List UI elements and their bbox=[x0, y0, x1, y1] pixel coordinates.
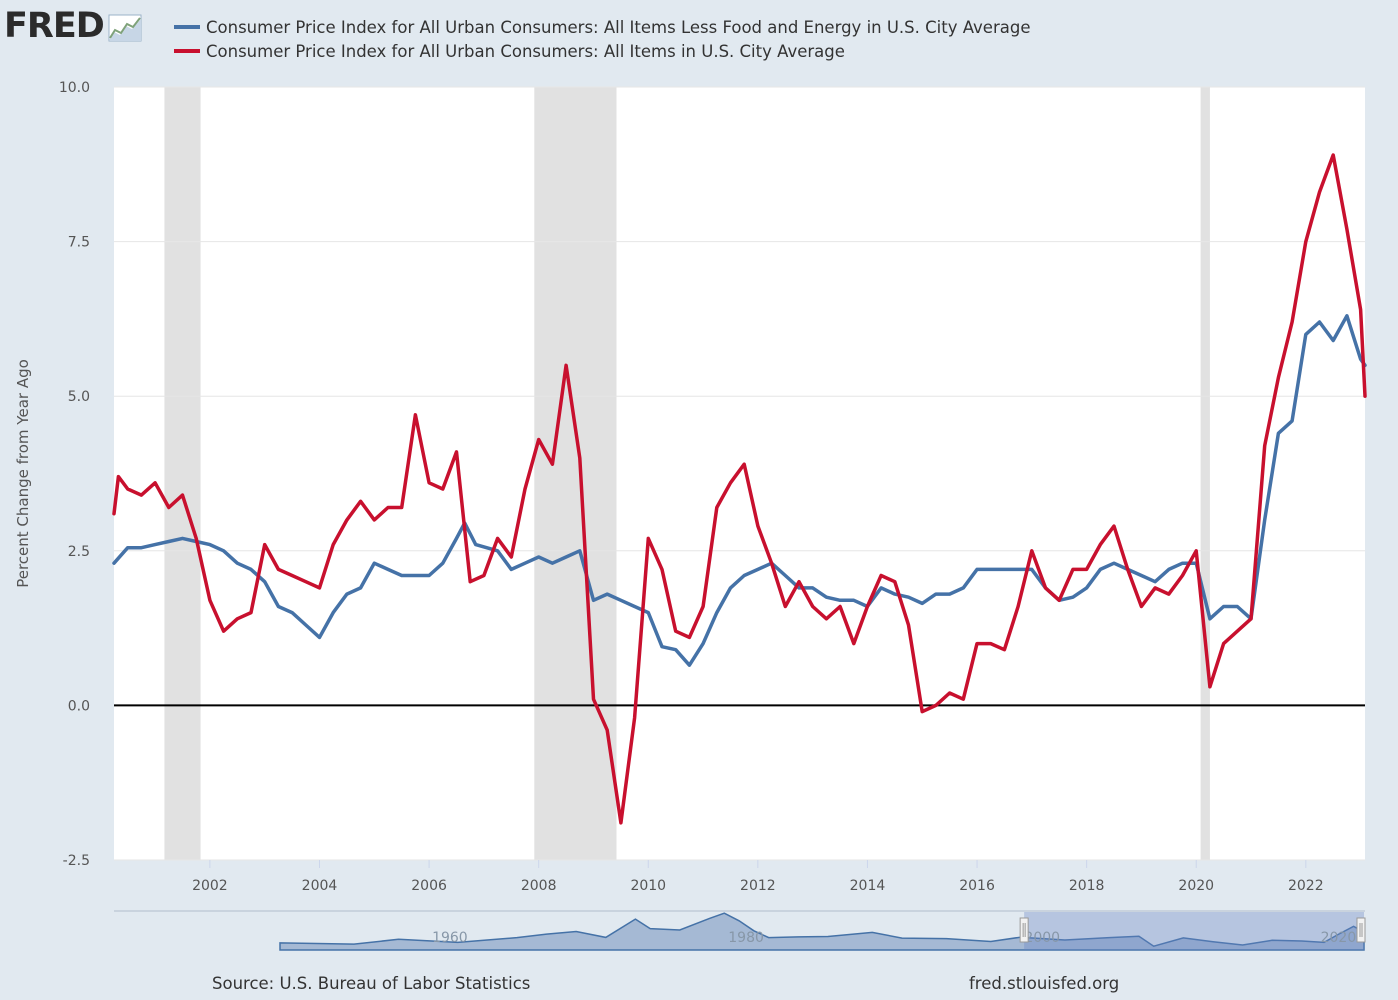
recession-band-1 bbox=[534, 87, 617, 860]
x-tick-label-3: 2008 bbox=[521, 878, 557, 894]
x-tick-label-0: 2002 bbox=[192, 878, 228, 894]
x-tick-label-4: 2010 bbox=[630, 878, 666, 894]
y-tick-label-1: 7.5 bbox=[68, 235, 90, 251]
x-tick-label-2: 2006 bbox=[411, 878, 447, 894]
series-line-core-cpi[interactable] bbox=[112, 314, 1367, 667]
navigator-tick-label-1: 1980 bbox=[728, 930, 764, 946]
navigator-tick-label-3: 2020 bbox=[1321, 930, 1357, 946]
navigator-tick-label-0: 1960 bbox=[432, 930, 468, 946]
legend-item-core-cpi[interactable]: Consumer Price Index for All Urban Consu… bbox=[174, 15, 1030, 39]
navigator-handle-right[interactable] bbox=[1356, 917, 1366, 943]
legend-item-all-items-cpi[interactable]: Consumer Price Index for All Urban Consu… bbox=[174, 39, 1030, 63]
site-link[interactable]: fred.stlouisfed.org bbox=[969, 974, 1120, 993]
fred-logo-text: FRED bbox=[4, 6, 105, 46]
x-tick-label-8: 2018 bbox=[1069, 878, 1105, 894]
fred-logo[interactable]: FRED bbox=[4, 6, 142, 46]
line-graph-icon bbox=[108, 14, 142, 46]
x-tick-label-5: 2012 bbox=[740, 878, 776, 894]
legend-swatch-core-cpi bbox=[174, 25, 200, 29]
legend-swatch-all-items-cpi bbox=[174, 49, 200, 53]
source-note: Source: U.S. Bureau of Labor Statistics bbox=[212, 974, 531, 993]
y-tick-label-5: -2.5 bbox=[63, 853, 90, 869]
recession-band-2 bbox=[1200, 87, 1210, 860]
x-tick-label-6: 2014 bbox=[850, 878, 886, 894]
chart-legend: Consumer Price Index for All Urban Consu… bbox=[174, 15, 1030, 63]
legend-label-all-items-cpi: Consumer Price Index for All Urban Consu… bbox=[206, 41, 845, 61]
navigator-top-border bbox=[114, 910, 1365, 912]
legend-label-core-cpi: Consumer Price Index for All Urban Consu… bbox=[206, 17, 1031, 37]
y-tick-label-3: 2.5 bbox=[68, 544, 90, 560]
x-tick-label-7: 2016 bbox=[959, 878, 995, 894]
y-tick-label-4: 0.0 bbox=[68, 698, 90, 714]
series-line-all-items-cpi[interactable] bbox=[112, 153, 1367, 825]
x-tick-label-9: 2020 bbox=[1178, 878, 1214, 894]
navigator-handle-left[interactable] bbox=[1019, 917, 1029, 943]
navigator-selection[interactable] bbox=[1024, 912, 1364, 950]
y-axis-title: Percent Change from Year Ago bbox=[14, 359, 32, 588]
navigator-series-area bbox=[279, 912, 1365, 951]
x-tick-label-10: 2022 bbox=[1288, 878, 1324, 894]
recession-band-0 bbox=[164, 87, 201, 860]
y-tick-label-2: 5.0 bbox=[68, 389, 90, 405]
chart-header: FRED Consumer Price Index for All Urban … bbox=[0, 0, 1398, 80]
navigator-tick-label-2: 2000 bbox=[1024, 930, 1060, 946]
y-tick-label-0: 10.0 bbox=[59, 80, 90, 96]
x-tick-label-1: 2004 bbox=[302, 878, 338, 894]
